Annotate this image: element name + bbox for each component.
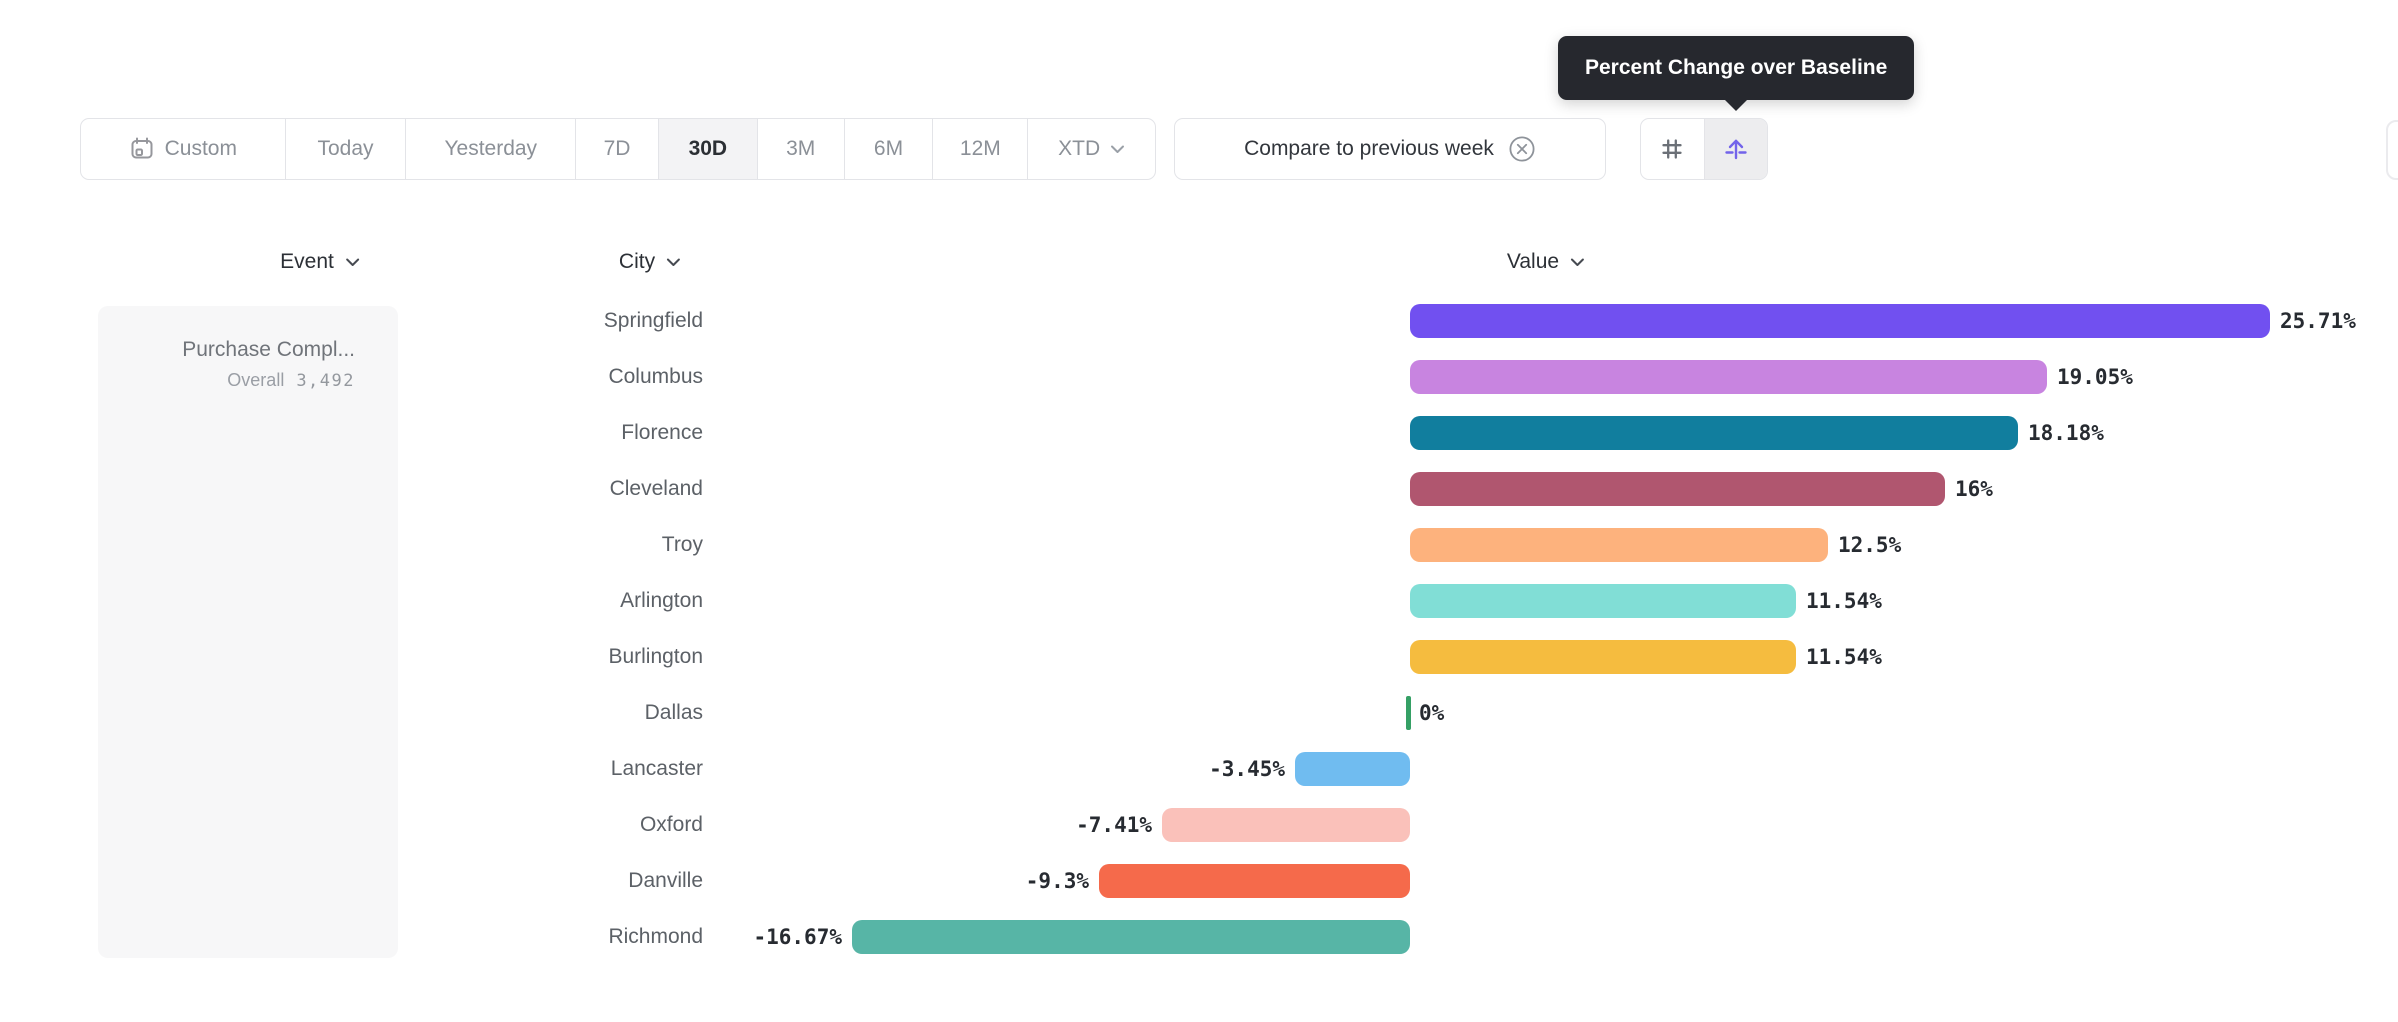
bar[interactable]	[1099, 864, 1410, 898]
value-label: 0%	[1419, 701, 1445, 725]
bar[interactable]	[1410, 416, 2018, 450]
toggle-percent-change-over-baseline[interactable]	[1703, 119, 1767, 179]
column-header-event[interactable]: Event	[280, 247, 360, 277]
chart-view-toggle	[1640, 118, 1768, 180]
overall-label: Overall	[227, 370, 285, 390]
column-header-value[interactable]: Value	[1507, 247, 1585, 277]
city-header-label: City	[618, 250, 656, 273]
event-cell[interactable]: Purchase Compl... Overall 3,492	[98, 306, 398, 391]
bar[interactable]	[1410, 472, 1945, 506]
date-range-label: Custom	[164, 137, 237, 160]
calendar-icon	[131, 137, 153, 159]
value-label: -16.67%	[753, 925, 842, 949]
chevron-down-icon	[1571, 258, 1585, 266]
bar[interactable]	[1295, 752, 1410, 786]
city-label: Burlington	[608, 645, 703, 668]
date-range-today[interactable]: Today	[284, 119, 406, 179]
date-range-label: 30D	[688, 137, 728, 160]
date-range-label: 3M	[786, 137, 816, 160]
city-label: Springfield	[603, 309, 703, 332]
chart-row: Cleveland 16%	[0, 472, 2398, 506]
numbers-grid-icon	[1662, 139, 1683, 159]
value-label: 12.5%	[1838, 533, 1902, 557]
chart-row: Columbus 19.05%	[0, 360, 2398, 394]
chart-row: Richmond -16.67%	[0, 920, 2398, 954]
compare-chip[interactable]: Compare to previous week	[1174, 118, 1606, 180]
date-range-xtd[interactable]: XTD	[1027, 119, 1155, 179]
bar[interactable]	[1410, 528, 1828, 562]
percent-change-baseline-icon	[1725, 139, 1747, 160]
event-header-label: Event	[280, 250, 334, 273]
date-range-label: 7D	[603, 137, 631, 160]
value-label: 18.18%	[2028, 421, 2104, 445]
city-label: Dallas	[644, 701, 703, 724]
partial-button-right-edge[interactable]	[2386, 120, 2398, 180]
city-label: Richmond	[608, 925, 703, 948]
value-label: 16%	[1955, 477, 1993, 501]
bar[interactable]	[1410, 584, 1796, 618]
event-panel: Purchase Compl... Overall 3,492	[98, 306, 398, 958]
chevron-down-icon	[667, 258, 681, 266]
date-range-7d[interactable]: 7D	[575, 119, 658, 179]
chart-row: Troy 12.5%	[0, 528, 2398, 562]
date-range-control: Custom Today Yesterday 7D 30D 3M 6M 12M XTD	[80, 118, 1156, 180]
date-range-30d[interactable]: 30D	[657, 119, 757, 179]
bar[interactable]	[1410, 360, 2047, 394]
city-label: Arlington	[620, 589, 703, 612]
column-header-city[interactable]: City	[619, 247, 681, 277]
date-range-3m[interactable]: 3M	[756, 119, 844, 179]
value-label: -7.41%	[1076, 813, 1152, 837]
city-label: Florence	[621, 421, 703, 444]
bar[interactable]	[1406, 696, 1411, 730]
value-label: 25.71%	[2280, 309, 2356, 333]
event-name: Purchase Compl...	[182, 338, 355, 361]
chart-row: Springfield 25.71%	[0, 304, 2398, 338]
overall-value: 3,492	[296, 371, 355, 391]
date-range-6m[interactable]: 6M	[843, 119, 933, 179]
chevron-down-icon	[345, 258, 359, 266]
bar[interactable]	[1410, 640, 1796, 674]
city-label: Columbus	[608, 365, 703, 388]
date-range-label: XTD	[1058, 137, 1101, 160]
chart-row: Lancaster -3.45%	[0, 752, 2398, 786]
date-range-label: 6M	[873, 137, 904, 160]
city-label: Cleveland	[609, 477, 703, 500]
date-range-yesterday[interactable]: Yesterday	[405, 119, 575, 179]
tooltip-percent-change-over-baseline: Percent Change over Baseline	[1558, 36, 1915, 111]
value-label: -3.45%	[1209, 757, 1285, 781]
value-label: 11.54%	[1806, 645, 1882, 669]
toggle-numbers-grid[interactable]	[1641, 119, 1704, 179]
chevron-down-icon	[1111, 145, 1125, 153]
date-range-custom[interactable]: Custom	[81, 119, 285, 179]
chart-row: Danville -9.3%	[0, 864, 2398, 898]
chart-row: Arlington 11.54%	[0, 584, 2398, 618]
city-label: Danville	[628, 869, 703, 892]
date-range-12m[interactable]: 12M	[932, 119, 1027, 179]
value-label: 11.54%	[1806, 589, 1882, 613]
chart-row: Oxford -7.41%	[0, 808, 2398, 842]
value-label: -9.3%	[1025, 869, 1089, 893]
city-label: Troy	[661, 533, 703, 556]
chart-row: Burlington 11.54%	[0, 640, 2398, 674]
city-label: Oxford	[639, 813, 703, 836]
chart-row: Florence 18.18%	[0, 416, 2398, 450]
value-label: 19.05%	[2057, 365, 2133, 389]
date-range-label: Today	[317, 137, 374, 160]
remove-compare-icon[interactable]	[1508, 135, 1536, 163]
date-range-label: 12M	[959, 137, 1001, 160]
chart-row: Dallas 0%	[0, 696, 2398, 730]
bar[interactable]	[1410, 304, 2270, 338]
date-range-label: Yesterday	[444, 137, 538, 160]
city-label: Lancaster	[610, 757, 703, 780]
bar[interactable]	[1162, 808, 1410, 842]
value-header-label: Value	[1506, 250, 1560, 273]
compare-chip-label: Compare to previous week	[1244, 137, 1494, 160]
bar[interactable]	[852, 920, 1410, 954]
